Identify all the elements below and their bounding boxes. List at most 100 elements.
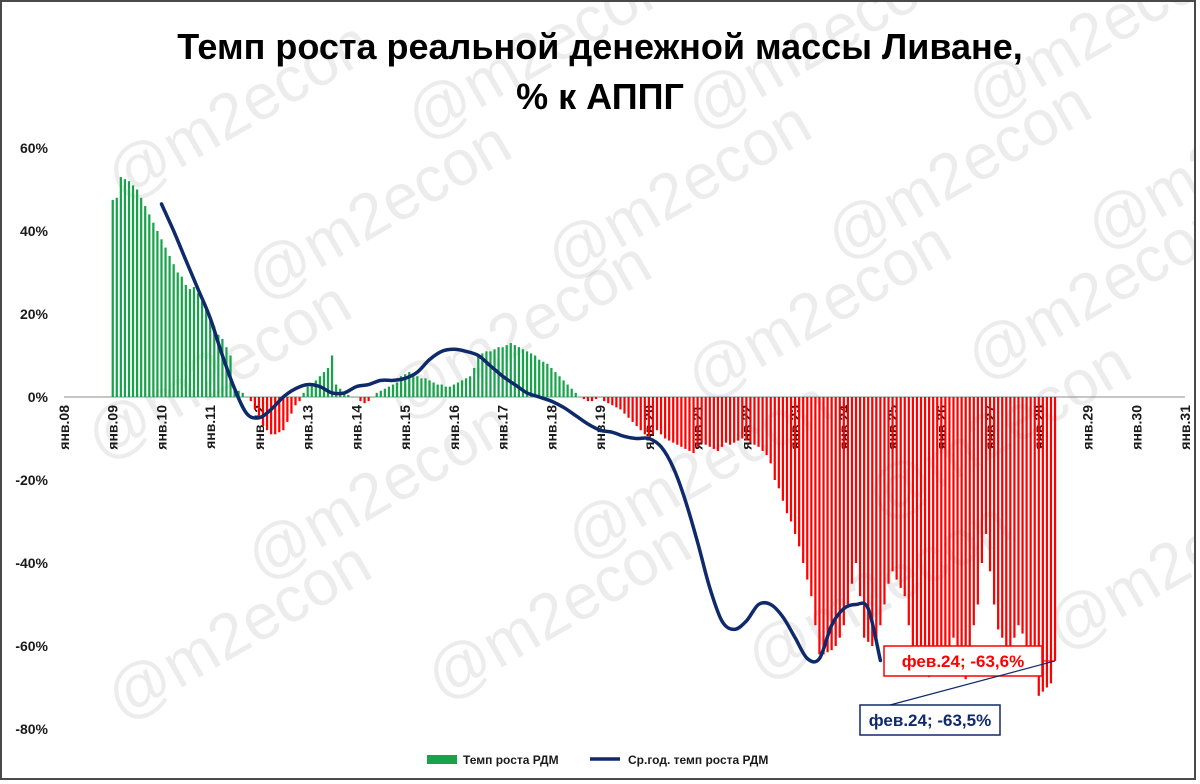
chart-title: Темп роста реальной денежной массы Ливан…	[2, 22, 1194, 122]
bar	[659, 397, 663, 435]
bar	[1013, 397, 1016, 638]
bar	[684, 397, 687, 449]
bar	[777, 397, 780, 489]
bar	[765, 397, 768, 456]
bar	[757, 397, 760, 447]
watermark-text: @m2econ	[93, 525, 382, 734]
bar	[895, 397, 898, 580]
bar	[928, 397, 931, 678]
legend-label-bar: Темп роста РДМ	[463, 753, 559, 767]
bar	[785, 397, 789, 514]
bar	[343, 392, 346, 397]
bar	[688, 397, 691, 451]
bar	[135, 189, 139, 397]
legend-label-line: Ср.год. темп роста РДМ	[628, 753, 768, 767]
bar	[481, 353, 484, 397]
bar	[997, 397, 1000, 630]
bar	[655, 397, 659, 431]
bar	[1037, 397, 1040, 696]
bar	[1033, 397, 1036, 667]
watermark-text: @m2econ	[373, 225, 662, 434]
bar	[964, 397, 967, 680]
bar	[976, 397, 979, 605]
bar	[680, 397, 683, 447]
bar	[213, 326, 216, 397]
bar	[724, 397, 728, 443]
bar	[992, 397, 996, 605]
bar	[270, 397, 273, 435]
bar	[603, 397, 606, 402]
bar	[335, 384, 338, 397]
bar	[278, 397, 281, 433]
bar	[379, 390, 382, 397]
x-tick-label: янв.11	[202, 405, 218, 449]
bar	[875, 397, 878, 638]
bar	[469, 376, 472, 397]
bar	[761, 397, 764, 451]
bar	[489, 351, 492, 397]
x-tick-label: янв.10	[153, 405, 169, 450]
bar	[672, 397, 675, 443]
line-series	[159, 202, 883, 664]
bar	[932, 397, 935, 676]
bar	[858, 397, 862, 597]
bar	[704, 397, 707, 445]
x-tick-label: янв.17	[495, 405, 511, 450]
bar	[115, 197, 118, 397]
bar	[176, 272, 179, 397]
y-tick-label: 60%	[20, 140, 49, 156]
bar	[846, 397, 849, 605]
bar	[448, 386, 451, 398]
bar	[367, 397, 370, 402]
bar	[915, 397, 919, 655]
bar	[899, 397, 902, 588]
bar	[948, 397, 951, 646]
bar	[562, 380, 565, 397]
bar	[639, 397, 642, 431]
bar	[517, 347, 521, 397]
bar	[416, 376, 419, 397]
bar	[1017, 397, 1020, 626]
bar	[359, 397, 362, 402]
bar	[570, 388, 573, 397]
bar	[298, 397, 301, 402]
annotation-label-red: фев.24; -63,6%	[902, 652, 1024, 671]
y-tick-label: -20%	[15, 472, 48, 488]
bar	[274, 397, 277, 435]
bar	[351, 397, 354, 398]
bar	[863, 397, 866, 638]
bar	[395, 382, 399, 397]
bar	[854, 397, 858, 563]
bar	[542, 361, 545, 397]
bar	[635, 397, 638, 427]
bar	[867, 397, 870, 642]
bar	[1021, 397, 1024, 634]
bar	[550, 367, 553, 397]
bar	[631, 397, 634, 422]
y-tick-label: 0%	[28, 389, 49, 405]
x-tick-label: янв.18	[543, 405, 559, 450]
y-tick-label: 40%	[20, 223, 49, 239]
bar	[936, 397, 939, 671]
bar	[619, 397, 622, 410]
bar	[306, 386, 309, 398]
bar	[424, 378, 427, 397]
watermark-text: @m2econ	[93, 5, 382, 214]
bar	[988, 397, 992, 572]
bar	[647, 397, 650, 437]
bar	[355, 397, 358, 398]
bar	[802, 397, 805, 563]
bar	[513, 345, 516, 398]
bar	[485, 351, 488, 397]
bar	[972, 397, 975, 626]
bar	[322, 372, 326, 397]
bar	[566, 384, 569, 397]
bar	[347, 394, 350, 397]
bar	[148, 214, 151, 397]
bar	[737, 397, 740, 441]
y-tick-label: -40%	[15, 555, 48, 571]
bar	[883, 397, 886, 605]
bar	[221, 338, 224, 397]
x-tick-label: янв.16	[446, 405, 462, 450]
